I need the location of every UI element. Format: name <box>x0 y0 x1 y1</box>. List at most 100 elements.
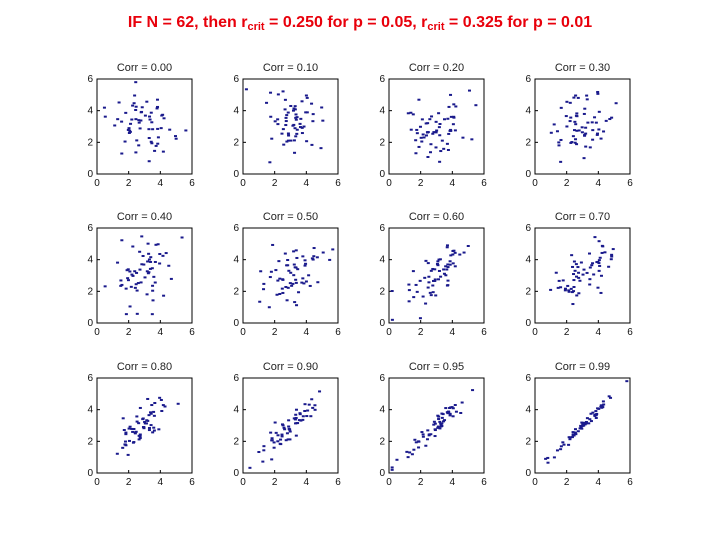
scatter-point <box>432 423 436 426</box>
scatter-point <box>283 252 287 255</box>
scatter-point <box>284 124 288 127</box>
scatter-point <box>611 248 615 251</box>
scatter-point <box>549 288 553 291</box>
x-tick-label: 4 <box>304 178 310 189</box>
scatter-point <box>280 433 284 436</box>
scatter-point <box>293 418 297 421</box>
scatter-point <box>445 246 449 249</box>
scatter-point <box>297 291 301 294</box>
x-tick-label: 0 <box>532 178 538 189</box>
x-tick-label: 0 <box>532 327 538 338</box>
scatter-point <box>176 402 180 405</box>
scatter-point <box>415 132 419 135</box>
scatter-point <box>572 129 576 132</box>
scatter-point <box>130 118 134 121</box>
scatter-point <box>295 132 299 135</box>
scatter-point <box>286 259 290 262</box>
scatter-point <box>298 126 302 129</box>
scatter-point <box>293 105 297 108</box>
y-tick-label: 4 <box>87 405 93 416</box>
scatter-point <box>148 115 152 118</box>
scatter-point <box>137 121 141 124</box>
scatter-point <box>298 122 302 125</box>
y-tick-label: 2 <box>87 436 93 447</box>
scatter-point <box>303 259 307 262</box>
scatter-point <box>130 273 134 276</box>
scatter-point <box>426 286 430 289</box>
scatter-point <box>269 91 273 94</box>
y-tick-label: 4 <box>233 255 239 266</box>
scatter-point <box>588 278 592 281</box>
scatter-point <box>303 409 307 412</box>
scatter-point <box>582 112 586 115</box>
scatter-point <box>448 414 452 417</box>
scatter-point <box>461 136 465 139</box>
scatter-point <box>589 412 593 415</box>
scatter-point <box>594 410 598 413</box>
scatter-point <box>156 127 160 130</box>
scatter-point <box>154 144 158 147</box>
axes-frame <box>96 78 193 175</box>
scatter-point <box>447 132 451 135</box>
scatter-point <box>582 424 586 427</box>
scatter-point <box>567 289 571 292</box>
scatter-point <box>575 143 579 146</box>
scatter-point <box>140 263 144 266</box>
scatter-point <box>294 278 298 281</box>
scatter-point <box>436 278 440 281</box>
scatter-point <box>152 275 156 278</box>
scatter-point <box>568 120 572 123</box>
scatter-point <box>318 390 322 393</box>
scatter-point <box>131 104 135 107</box>
scatter-point <box>610 255 614 258</box>
y-tick-label: 2 <box>87 286 93 297</box>
scatter-point <box>471 389 475 392</box>
x-tick-label: 2 <box>564 178 570 189</box>
scatter-point <box>147 429 151 432</box>
scatter-point <box>414 441 418 444</box>
scatter-point <box>150 313 154 316</box>
scatter-point <box>290 284 294 287</box>
scatter-point <box>582 268 586 271</box>
scatter-point <box>152 414 156 417</box>
scatter-point <box>276 279 280 282</box>
x-tick-label: 2 <box>272 178 278 189</box>
scatter-point <box>565 100 569 103</box>
scatter-point <box>132 428 136 431</box>
scatter-point <box>167 264 171 267</box>
scatter-point <box>411 113 415 116</box>
scatter-point <box>127 131 131 134</box>
y-tick-label: 4 <box>379 106 385 117</box>
scatter-point <box>276 434 280 437</box>
scatter-point <box>420 431 424 434</box>
scatter-point <box>103 285 107 288</box>
scatter-point <box>305 111 309 114</box>
scatter-point <box>291 282 295 285</box>
scatter-point <box>304 280 308 283</box>
scatter-point <box>315 256 319 259</box>
scatter-point <box>577 276 581 279</box>
scatter-point <box>442 420 446 423</box>
scatter-point <box>123 440 127 443</box>
scatter-point <box>116 118 120 121</box>
scatter-point <box>286 438 290 441</box>
scatter-point <box>284 120 288 123</box>
scatter-point <box>595 412 599 415</box>
scatter-point <box>460 401 464 404</box>
scatter-point <box>120 152 124 155</box>
scatter-point <box>304 262 308 265</box>
scatter-point <box>138 250 142 253</box>
scatter-point <box>305 415 309 418</box>
scatter-point <box>406 112 410 115</box>
scatter-point <box>140 235 144 238</box>
scatter-point <box>156 105 160 108</box>
scatter-point <box>590 121 594 124</box>
scatter-point <box>414 152 418 155</box>
scatter-point <box>156 142 160 145</box>
scatter-point <box>601 400 605 403</box>
scatter-point <box>440 416 444 419</box>
scatter-point <box>424 444 428 447</box>
scatter-point <box>276 440 280 443</box>
scatter-point <box>579 261 583 264</box>
scatter-point <box>291 124 295 127</box>
